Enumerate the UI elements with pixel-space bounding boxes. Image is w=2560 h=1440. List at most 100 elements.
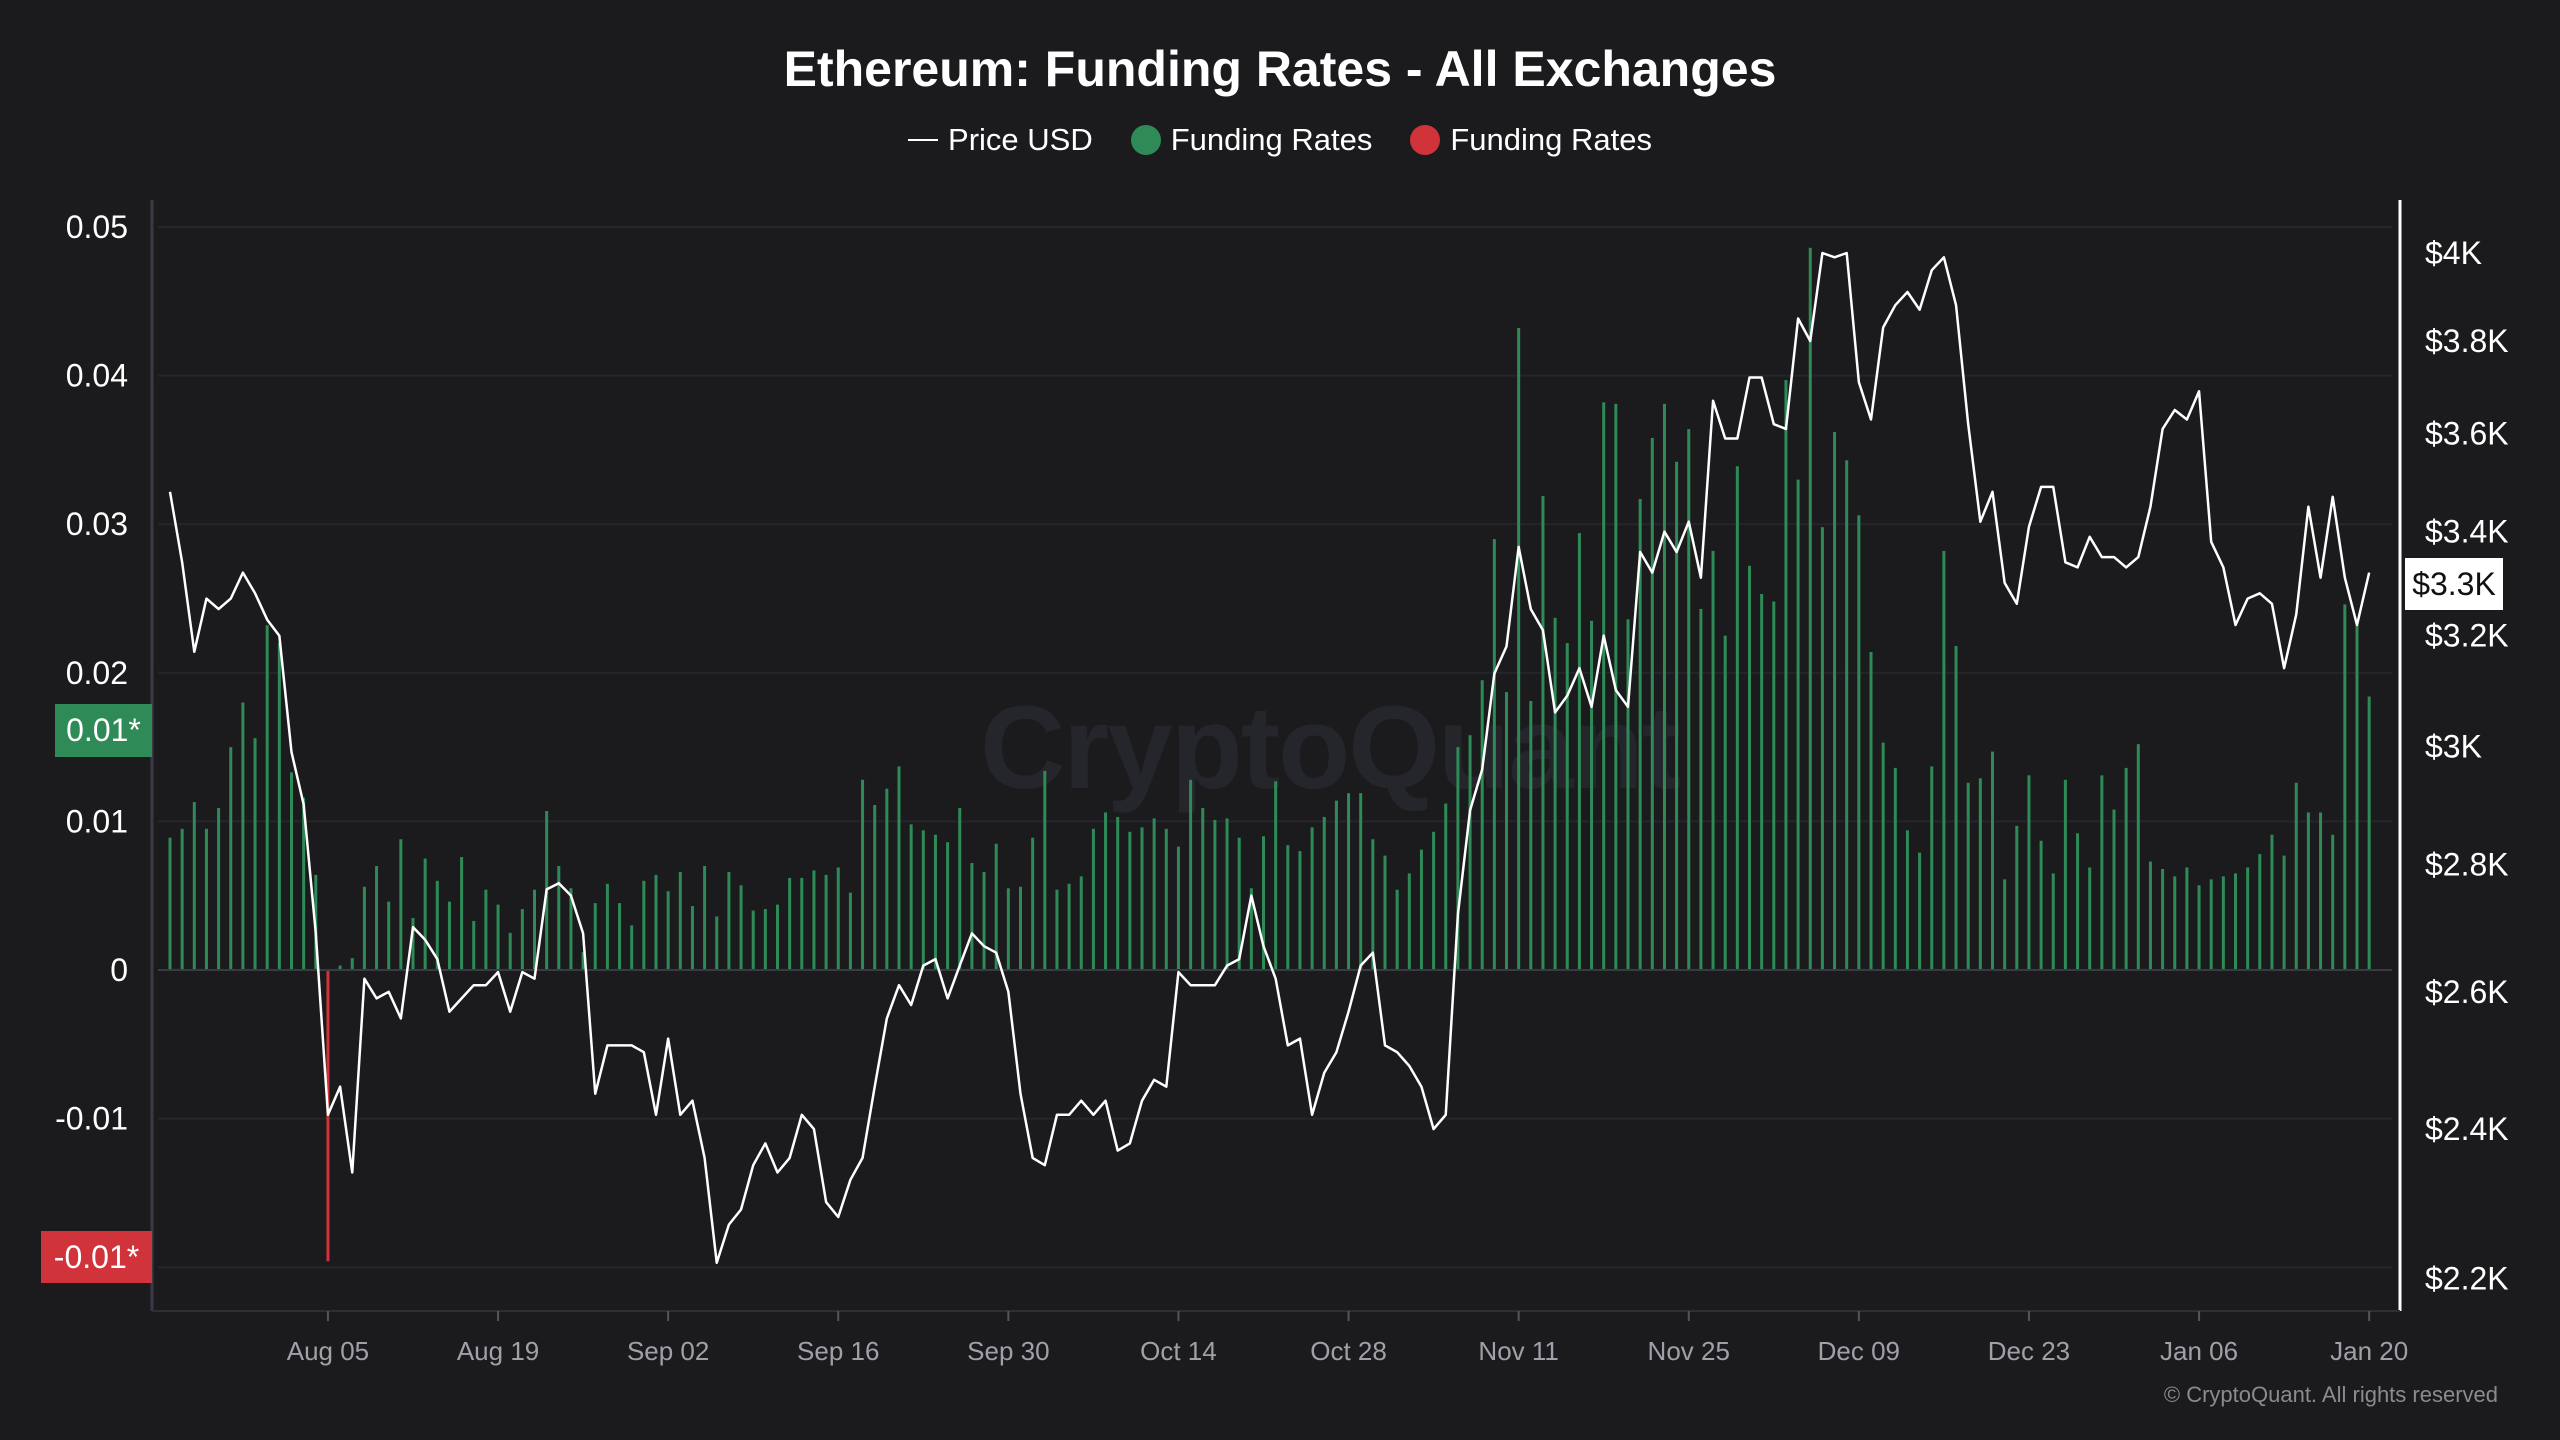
funding-bar xyxy=(302,797,306,970)
funding-bar xyxy=(1930,766,1934,970)
funding-bar xyxy=(1237,837,1241,970)
funding-bar xyxy=(861,779,865,970)
funding-bar xyxy=(1310,827,1314,970)
funding-bar xyxy=(265,625,269,970)
funding-bar xyxy=(2246,867,2250,970)
funding-bar xyxy=(1019,886,1022,970)
funding-bar xyxy=(2282,855,2286,970)
funding-bar xyxy=(1334,800,1338,970)
copyright: © CryptoQuant. All rights reserved xyxy=(2163,1382,2498,1407)
funding-bar xyxy=(569,888,573,970)
funding-bar xyxy=(1711,550,1715,970)
funding-bar xyxy=(1553,617,1557,970)
legend-item-funding-negative[interactable]: Funding Rates xyxy=(1410,122,1652,158)
funding-bar xyxy=(2331,834,2335,970)
funding-bar xyxy=(1602,402,1606,970)
funding-bar xyxy=(727,871,731,970)
funding-bar xyxy=(1407,873,1411,970)
funding-bar xyxy=(1031,837,1035,970)
legend-label: Funding Rates xyxy=(1450,122,1652,157)
chart-title: Ethereum: Funding Rates - All Exchanges xyxy=(783,41,1777,97)
funding-bar xyxy=(1723,635,1727,970)
funding-bar xyxy=(2197,885,2201,970)
x-tick-label: Oct 14 xyxy=(1140,1336,1217,1366)
funding-bar xyxy=(168,837,172,970)
funding-bar xyxy=(253,738,257,970)
funding-bar xyxy=(1432,831,1436,970)
funding-bar xyxy=(1006,888,1010,970)
funding-bar xyxy=(1286,845,1290,970)
funding-bar xyxy=(1857,515,1861,970)
funding-bar xyxy=(1626,619,1630,970)
right-tick-label: $3.8K xyxy=(2425,323,2509,359)
funding-bar xyxy=(1091,828,1095,970)
right-tick-label: $3.2K xyxy=(2425,618,2509,654)
funding-bar xyxy=(1529,701,1533,970)
funding-bar xyxy=(2185,867,2189,970)
funding-bar xyxy=(1565,643,1569,970)
funding-bar xyxy=(1164,828,1168,970)
funding-bar xyxy=(1298,851,1302,970)
funding-bar xyxy=(715,916,719,970)
funding-bar xyxy=(2027,775,2031,970)
funding-bar xyxy=(2173,876,2177,970)
funding-bar xyxy=(2003,879,2007,970)
funding-bar xyxy=(958,808,962,970)
funding-bar xyxy=(897,766,901,970)
funding-bar xyxy=(1517,328,1521,971)
funding-bar xyxy=(1249,888,1253,970)
funding-bar xyxy=(290,772,293,970)
funding-bar xyxy=(1905,830,1909,970)
right-tick-label: $3K xyxy=(2425,728,2482,764)
funding-bar xyxy=(1772,601,1776,970)
funding-bar xyxy=(2221,876,2225,970)
x-tick-label: Sep 16 xyxy=(797,1336,879,1366)
funding-bar xyxy=(484,889,488,970)
funding-bar xyxy=(982,871,986,970)
funding-bar xyxy=(1116,816,1120,970)
funding-bar xyxy=(946,842,950,970)
funding-bar xyxy=(2088,867,2092,970)
funding-bar xyxy=(970,863,974,970)
funding-bar xyxy=(387,901,391,970)
funding-bar xyxy=(557,865,561,970)
x-tick-label: Dec 23 xyxy=(1988,1336,2070,1366)
funding-bar xyxy=(2015,825,2019,970)
legend-label: Price USD xyxy=(948,122,1093,157)
funding-bar xyxy=(1444,803,1448,970)
funding-bar xyxy=(338,965,342,970)
funding-bar xyxy=(1881,742,1885,970)
right-tick-label: $2.2K xyxy=(2425,1260,2509,1296)
funding-bar xyxy=(800,877,804,970)
funding-bar xyxy=(508,932,512,970)
funding-bar xyxy=(180,828,184,970)
funding-negative-badge: -0.01* xyxy=(41,1231,152,1283)
x-tick-label: Sep 30 xyxy=(967,1336,1049,1366)
funding-bar xyxy=(909,824,913,970)
funding-bar xyxy=(776,904,779,970)
legend: Price USD Funding Rates Funding Rates xyxy=(0,122,2560,158)
funding-bar xyxy=(739,885,743,970)
funding-bar xyxy=(1067,883,1071,970)
funding-bar xyxy=(362,886,366,970)
legend-item-price[interactable]: Price USD xyxy=(908,122,1093,158)
funding-bar xyxy=(1371,839,1375,970)
right-tick-label: $2.4K xyxy=(2425,1111,2509,1147)
funding-bar xyxy=(1820,527,1824,970)
legend-item-funding-positive[interactable]: Funding Rates xyxy=(1130,122,1373,158)
right-tick-label: $4K xyxy=(2425,235,2482,271)
price-line xyxy=(168,251,2371,1265)
funding-bar xyxy=(1808,247,1812,970)
funding-bar xyxy=(1213,819,1217,970)
funding-bar xyxy=(1918,852,1922,970)
funding-bar xyxy=(1784,380,1788,971)
funding-bar xyxy=(1638,498,1642,970)
legend-label: Funding Rates xyxy=(1170,122,1373,157)
funding-bar xyxy=(1760,594,1764,970)
x-tick-label: Nov 25 xyxy=(1648,1336,1730,1366)
funding-bar xyxy=(1128,831,1132,970)
funding-bar xyxy=(350,958,354,970)
funding-bar xyxy=(1201,808,1205,970)
funding-bar xyxy=(496,904,500,970)
funding-bar xyxy=(277,643,281,970)
